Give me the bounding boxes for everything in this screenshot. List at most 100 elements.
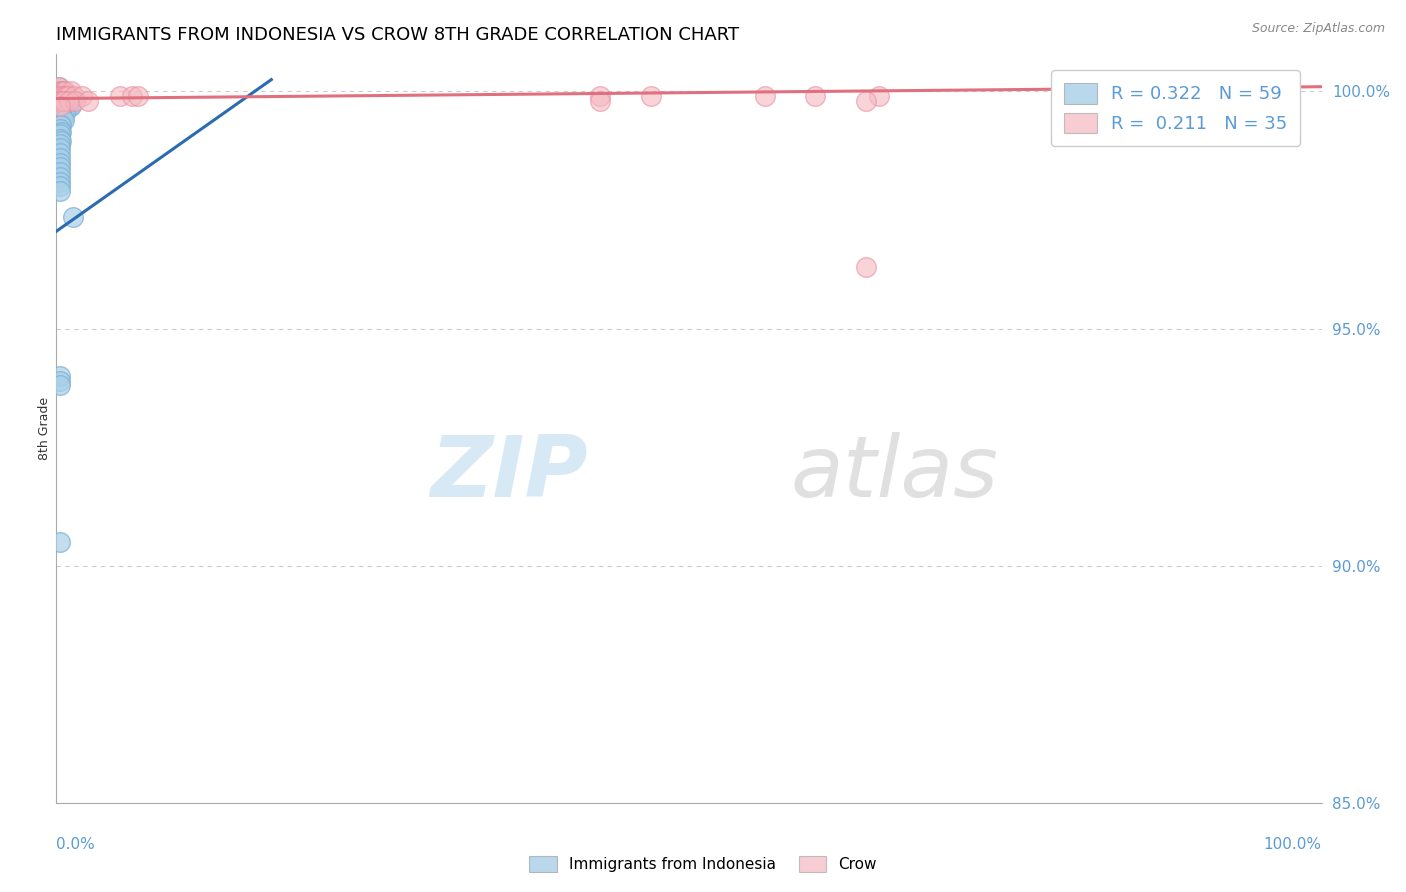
Point <box>49 89 72 103</box>
Point <box>53 89 76 103</box>
Point <box>76 94 98 108</box>
Point <box>127 89 149 103</box>
Point <box>49 103 72 118</box>
Point <box>49 155 72 169</box>
Point <box>855 260 877 274</box>
Point <box>804 89 827 103</box>
Point <box>58 98 80 112</box>
Point <box>49 141 72 155</box>
Point <box>51 98 73 112</box>
Point <box>49 378 72 392</box>
Point <box>53 105 76 120</box>
Y-axis label: 8th Grade: 8th Grade <box>38 397 51 459</box>
Legend: R = 0.322   N = 59, R =  0.211   N = 35: R = 0.322 N = 59, R = 0.211 N = 35 <box>1052 70 1301 146</box>
Point <box>108 89 131 103</box>
Point <box>55 89 77 103</box>
Point <box>589 94 612 108</box>
Point <box>49 85 72 99</box>
Point <box>49 151 72 165</box>
Point <box>49 179 72 194</box>
Point <box>121 89 143 103</box>
Point <box>52 85 75 99</box>
Point <box>49 122 72 136</box>
Point <box>49 89 72 103</box>
Point <box>49 118 72 132</box>
Point <box>49 165 72 179</box>
Point <box>60 85 83 99</box>
Point <box>51 108 73 122</box>
Point <box>55 96 77 111</box>
Point <box>51 134 73 148</box>
Point <box>58 94 80 108</box>
Point <box>49 98 72 112</box>
Point <box>52 85 75 99</box>
Text: 0.0%: 0.0% <box>56 837 96 852</box>
Point <box>49 98 72 112</box>
Point <box>49 127 72 141</box>
Point <box>52 94 75 108</box>
Point <box>55 89 77 103</box>
Point <box>63 89 86 103</box>
Point <box>56 94 79 108</box>
Point <box>49 94 72 108</box>
Point <box>52 87 75 102</box>
Point <box>51 89 73 103</box>
Point <box>56 89 79 103</box>
Point <box>52 89 75 103</box>
Point <box>51 94 73 108</box>
Point <box>640 89 662 103</box>
Text: atlas: atlas <box>790 432 998 515</box>
Point <box>52 98 75 112</box>
Point <box>48 79 70 94</box>
Point <box>52 89 75 103</box>
Legend: Immigrants from Indonesia, Crow: Immigrants from Indonesia, Crow <box>522 848 884 880</box>
Point <box>49 146 72 161</box>
Point <box>65 94 87 108</box>
Point <box>52 111 75 125</box>
Point <box>868 89 890 103</box>
Point <box>53 89 76 103</box>
Point <box>52 103 75 118</box>
Point <box>51 85 73 99</box>
Point <box>49 369 72 384</box>
Point <box>51 125 73 139</box>
Text: ZIP: ZIP <box>430 432 588 515</box>
Point <box>52 94 75 108</box>
Point <box>49 108 72 122</box>
Point <box>49 94 72 108</box>
Point <box>49 136 72 151</box>
Point <box>70 89 93 103</box>
Point <box>51 118 73 132</box>
Point <box>58 94 80 108</box>
Point <box>52 98 75 112</box>
Point <box>754 89 776 103</box>
Text: 100.0%: 100.0% <box>1264 837 1322 852</box>
Point <box>51 94 73 108</box>
Point <box>49 374 72 388</box>
Point <box>49 175 72 189</box>
Point <box>49 132 72 146</box>
Point <box>51 85 73 99</box>
Point <box>52 94 75 108</box>
Point <box>49 169 72 184</box>
Point <box>60 98 83 112</box>
Point <box>62 210 84 224</box>
Point <box>53 98 76 112</box>
Point <box>52 87 75 101</box>
Point <box>855 94 877 108</box>
Point <box>52 85 75 99</box>
Point <box>49 85 72 99</box>
Point <box>52 112 75 127</box>
Point <box>1159 89 1181 103</box>
Point <box>52 103 75 118</box>
Point <box>53 87 76 101</box>
Point <box>49 161 72 175</box>
Point <box>49 535 72 549</box>
Point <box>59 98 82 112</box>
Point <box>51 92 73 106</box>
Point <box>52 94 75 108</box>
Point <box>48 79 70 94</box>
Text: IMMIGRANTS FROM INDONESIA VS CROW 8TH GRADE CORRELATION CHART: IMMIGRANTS FROM INDONESIA VS CROW 8TH GR… <box>56 26 740 44</box>
Text: Source: ZipAtlas.com: Source: ZipAtlas.com <box>1251 22 1385 36</box>
Point <box>49 184 72 198</box>
